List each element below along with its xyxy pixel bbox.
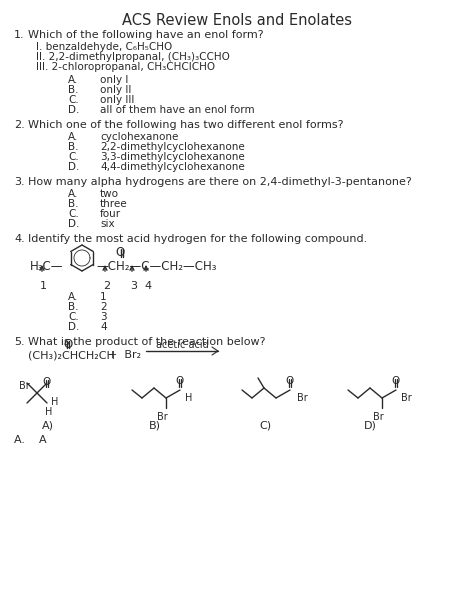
Text: six: six [100,219,115,229]
Text: 1: 1 [40,281,47,291]
Text: 5.: 5. [14,337,25,347]
Text: B.: B. [68,85,79,95]
Text: C.: C. [68,312,79,322]
Text: Which one of the following has two different enol forms?: Which one of the following has two diffe… [28,120,344,130]
Text: II. 2,2-dimethylpropanal, (CH₃)₃CCHO: II. 2,2-dimethylpropanal, (CH₃)₃CCHO [36,52,230,62]
Text: O: O [286,376,294,386]
Text: Br: Br [156,412,167,422]
Text: Br: Br [297,393,308,403]
Text: (CH₃)₂CHCH₂CH: (CH₃)₂CHCH₂CH [28,350,115,360]
Text: O: O [115,246,125,259]
Text: 2,2-dimethylcyclohexanone: 2,2-dimethylcyclohexanone [100,142,245,152]
Text: H: H [51,397,58,407]
Text: Br: Br [19,381,30,391]
Text: all of them have an enol form: all of them have an enol form [100,105,255,115]
Text: Which of the following have an enol form?: Which of the following have an enol form… [28,30,264,40]
Text: A.    A: A. A [14,435,46,445]
Text: I. benzaldehyde, C₆H₅CHO: I. benzaldehyde, C₆H₅CHO [36,42,172,52]
Text: A.: A. [68,189,78,199]
Text: A.: A. [68,132,78,142]
Text: ACS Review Enols and Enolates: ACS Review Enols and Enolates [122,13,352,28]
Text: only III: only III [100,95,134,105]
Text: O: O [64,338,73,351]
Text: B.: B. [68,142,79,152]
Text: O: O [392,376,400,386]
Text: B): B) [149,421,161,431]
Text: H: H [185,393,192,403]
Text: O: O [176,376,184,386]
Text: III. 2-chloropropanal, CH₃CHClCHO: III. 2-chloropropanal, CH₃CHClCHO [36,62,215,72]
Text: 2.: 2. [14,120,25,130]
Text: 4.: 4. [14,234,25,244]
Text: acetic acid: acetic acid [155,340,209,350]
Text: D.: D. [68,162,79,172]
Text: —CH₂—C—CH₂—CH₃: —CH₂—C—CH₂—CH₃ [96,260,217,273]
Text: 3: 3 [100,312,107,322]
Text: 3.: 3. [14,177,25,187]
Text: Identify the most acid hydrogen for the following compound.: Identify the most acid hydrogen for the … [28,234,367,244]
Text: Br: Br [373,412,383,422]
Text: 1: 1 [100,292,107,302]
Text: 4,4-dimethylcyclohexanone: 4,4-dimethylcyclohexanone [100,162,245,172]
Text: 3,3-dimethylcyclohexanone: 3,3-dimethylcyclohexanone [100,152,245,162]
Text: two: two [100,189,119,199]
Text: four: four [100,209,121,219]
Text: D): D) [364,421,377,431]
Text: B.: B. [68,302,79,312]
Text: cyclohexanone: cyclohexanone [100,132,178,142]
Text: A.: A. [68,292,78,302]
Text: 4: 4 [144,281,151,291]
Text: only I: only I [100,75,128,85]
Text: 4: 4 [100,322,107,332]
Text: three: three [100,199,128,209]
Text: D.: D. [68,322,79,332]
Text: 2: 2 [100,302,107,312]
Text: A.: A. [68,75,78,85]
Text: only II: only II [100,85,131,95]
Text: 3: 3 [130,281,137,291]
Text: D.: D. [68,105,79,115]
Text: C.: C. [68,95,79,105]
Text: O: O [43,377,51,387]
Text: H: H [45,407,52,417]
Text: B.: B. [68,199,79,209]
Text: 1.: 1. [14,30,25,40]
Text: How many alpha hydrogens are there on 2,4-dimethyl-3-pentanone?: How many alpha hydrogens are there on 2,… [28,177,412,187]
Text: +  Br₂: + Br₂ [108,350,141,360]
Text: C.: C. [68,209,79,219]
Text: C): C) [259,421,271,431]
Text: Br: Br [401,393,412,403]
Text: H₃C—: H₃C— [30,260,64,273]
Text: What is the product of the reaction below?: What is the product of the reaction belo… [28,337,265,347]
Text: D.: D. [68,219,79,229]
Text: 2: 2 [103,281,110,291]
Text: C.: C. [68,152,79,162]
Text: A): A) [42,421,54,431]
